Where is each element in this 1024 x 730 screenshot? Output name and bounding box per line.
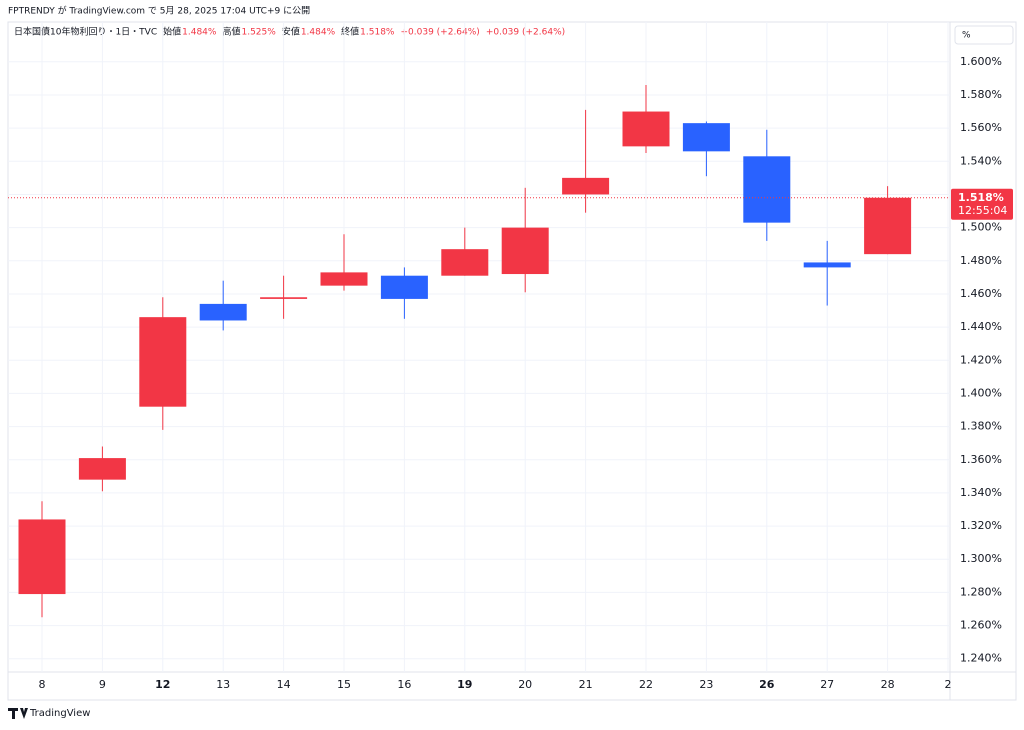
candle-body <box>199 303 247 321</box>
legend-close-label: 終値 <box>341 26 359 38</box>
x-tick-label: 16 <box>397 678 411 691</box>
candle-body <box>682 123 730 152</box>
legend-close: 1.518% <box>360 28 395 38</box>
last-price-label: 1.518% <box>958 191 1004 204</box>
legend-open-label: 始値 <box>163 26 181 38</box>
y-tick-label: 1.400% <box>960 386 1002 399</box>
unit-label: % <box>962 31 971 41</box>
candle-body <box>441 249 489 276</box>
y-tick-label: 1.480% <box>960 254 1002 267</box>
candles <box>8 85 950 618</box>
candle-body <box>78 458 126 480</box>
candle-body <box>622 111 670 147</box>
y-tick-label: 1.360% <box>960 453 1002 466</box>
candle-body <box>562 177 610 195</box>
x-tick-label: 13 <box>216 678 230 691</box>
x-tick-label: 14 <box>277 678 291 691</box>
x-tick-label: 22 <box>639 678 653 691</box>
x-tick-label: 23 <box>699 678 713 691</box>
candle-body <box>260 297 308 299</box>
x-tick-label: 9 <box>99 678 106 691</box>
unit-button[interactable] <box>954 25 1014 45</box>
legend-low-label: 安値 <box>282 26 300 38</box>
legend-low: 1.484% <box>301 28 336 38</box>
y-tick-label: 1.300% <box>960 552 1002 565</box>
y-tick-label: 1.340% <box>960 486 1002 499</box>
y-tick-label: 1.280% <box>960 585 1002 598</box>
candle-body <box>501 227 549 275</box>
candle-body <box>864 197 912 255</box>
x-tick-label: 26 <box>759 678 775 691</box>
y-tick-label: 1.600% <box>960 55 1002 68</box>
x-tick-label: 20 <box>518 678 532 691</box>
frame <box>7 21 1017 701</box>
candle-body <box>18 519 66 595</box>
legend-high-label: 高値 <box>222 26 240 38</box>
published: FPTRENDY が TradingView.com で 5月 28, 2025… <box>8 5 310 17</box>
legend-change1: +0.039 (+2.64%) <box>401 28 480 38</box>
candle-body <box>380 275 428 299</box>
candle-body <box>320 272 368 286</box>
last-price-box <box>951 188 1013 220</box>
candle-body <box>139 317 187 407</box>
y-tick-label: 1.500% <box>960 221 1002 234</box>
legend-open: 1.484% <box>182 28 217 38</box>
countdown: 12:55:04 <box>958 204 1007 217</box>
candle-body <box>803 262 851 268</box>
candle-body <box>743 156 791 223</box>
y-tick-label: 1.560% <box>960 121 1002 134</box>
x-tick-label: 8 <box>39 678 46 691</box>
brand-logo <box>8 708 28 719</box>
legend-symbol: 日本国債10年物利回り・1日・TVC <box>14 26 157 38</box>
x-tick-label: 15 <box>337 678 351 691</box>
x-tick-label: 19 <box>457 678 472 691</box>
brand: TradingView <box>29 708 90 719</box>
y-tick-label: 1.580% <box>960 88 1002 101</box>
x-tick-label: 21 <box>579 678 593 691</box>
y-tick-label: 1.440% <box>960 320 1002 333</box>
y-tick-label: 1.420% <box>960 353 1002 366</box>
y-tick-label: 1.460% <box>960 287 1002 300</box>
y-tick-label: 1.380% <box>960 420 1002 433</box>
y-tick-label: 1.240% <box>960 652 1002 665</box>
y-tick-label: 1.320% <box>960 519 1002 532</box>
axes: 1.240% 1.260% 1.280% 1.300% 1.320% 1.340% 1.36… <box>39 55 1013 691</box>
x-tick-label: 2 <box>945 678 952 691</box>
y-tick-label: 1.260% <box>960 619 1002 632</box>
y-tick-label: 1.540% <box>960 154 1002 167</box>
x-tick-label: 28 <box>881 678 895 691</box>
x-tick-label: 27 <box>820 678 834 691</box>
x-tick-label: 12 <box>155 678 170 691</box>
legend-high: 1.525% <box>241 28 276 38</box>
